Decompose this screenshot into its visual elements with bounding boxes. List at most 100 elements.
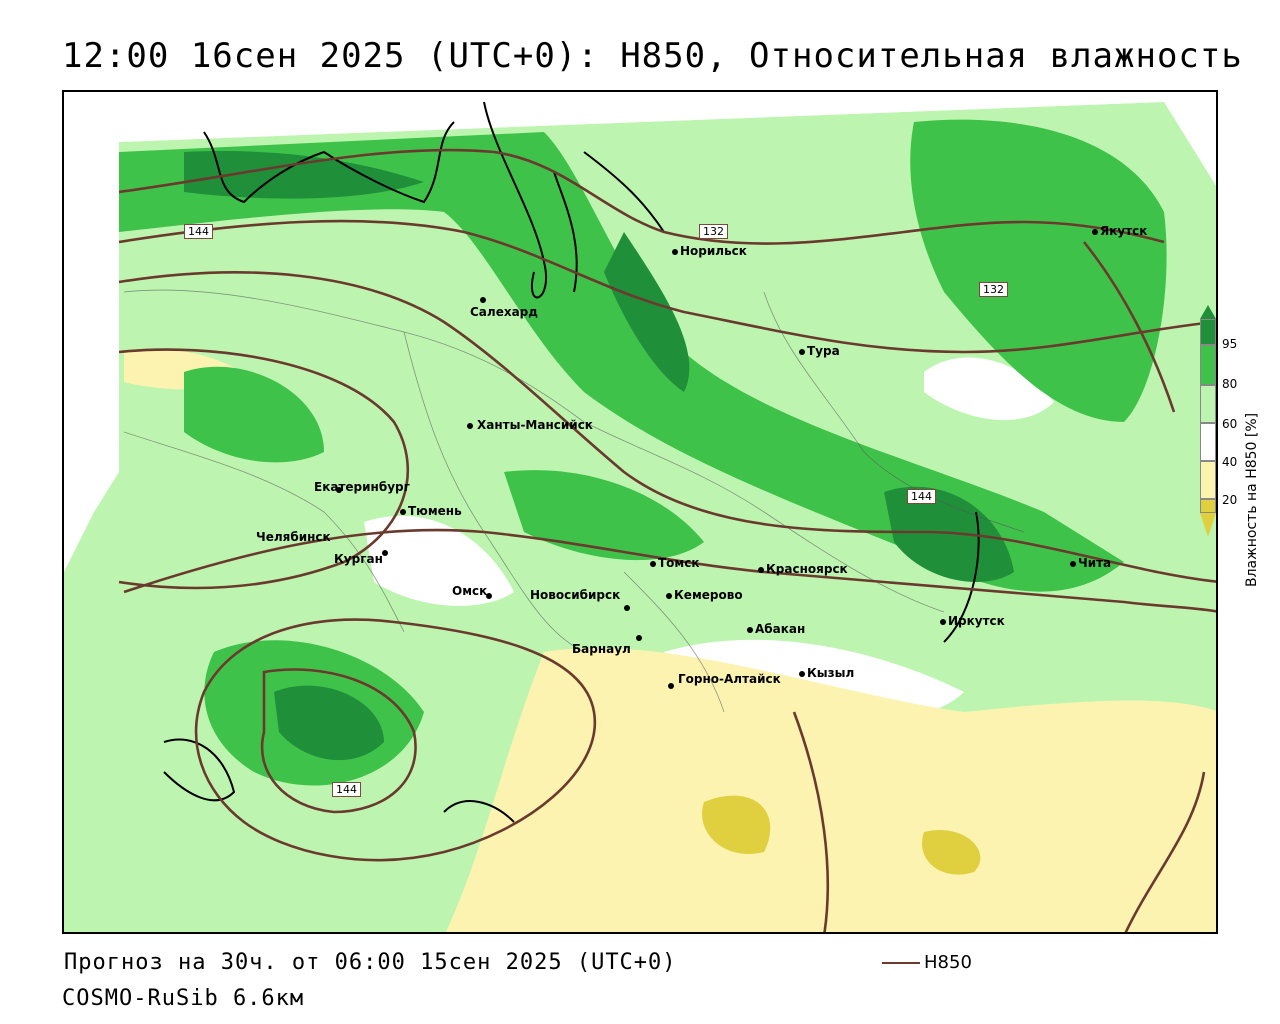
city-label-block: Челябинск xyxy=(256,530,331,544)
city-marker xyxy=(382,545,390,559)
city-dot-icon xyxy=(382,549,388,556)
humidity-legend: 95 80 60 40 20 Влажность на H850 [%] xyxy=(1200,305,1270,587)
legend-tick: 80 xyxy=(1222,377,1238,391)
very-high-humidity-area xyxy=(604,232,690,392)
city-dot-icon xyxy=(758,566,764,573)
city-dot-icon xyxy=(747,626,753,633)
legend-tick: 40 xyxy=(1222,455,1238,469)
contour-key-label: H850 xyxy=(924,952,972,973)
contour-line-icon xyxy=(882,962,920,964)
city-label-block: Ханты-Мансийск xyxy=(477,418,593,432)
very-high-humidity-area xyxy=(884,486,1014,582)
city-marker xyxy=(668,678,676,692)
very-high-humidity-area xyxy=(184,151,424,199)
city-dot-icon xyxy=(672,248,678,255)
city-label: Новосибирск xyxy=(530,588,621,602)
city-label: Ханты-Мансийск xyxy=(477,418,593,432)
city-label: Норильск xyxy=(680,244,747,258)
city-marker: Чита xyxy=(1070,556,1111,570)
contour-label: 144 xyxy=(332,782,361,797)
city-label-block: Новосибирск xyxy=(530,588,620,602)
city-marker: Якутск xyxy=(1092,224,1147,238)
city-label-block: Курган xyxy=(334,552,383,566)
city-marker xyxy=(336,482,344,496)
city-label: Томск xyxy=(658,556,700,570)
legend-tick: 20 xyxy=(1222,493,1238,507)
legend-swatch-high xyxy=(1200,345,1216,385)
city-label: Курган xyxy=(334,552,383,566)
map-title: 12:00 16сен 2025 (UTC+0): H850, Относите… xyxy=(62,36,1243,76)
humidity-field xyxy=(64,92,1216,932)
high-humidity-area xyxy=(504,470,704,561)
city-dot-icon xyxy=(480,296,486,303)
very-low-humidity-area xyxy=(702,795,771,854)
legend-top-arrow xyxy=(1200,305,1216,319)
city-label: Екатеринбург xyxy=(314,480,410,494)
city-dot-icon xyxy=(668,682,674,689)
legend-swatch-low xyxy=(1200,461,1216,499)
city-label: Иркутск xyxy=(948,614,1005,628)
high-humidity-area xyxy=(184,366,324,463)
city-marker: Абакан xyxy=(747,622,805,636)
city-dot-icon xyxy=(336,486,342,493)
city-dot-icon xyxy=(650,560,656,567)
city-dot-icon xyxy=(666,592,672,599)
coastlines xyxy=(163,101,980,823)
model-name: COSMO-RuSib 6.6км xyxy=(62,986,305,1011)
city-dot-icon xyxy=(1070,560,1076,567)
contour-label: 132 xyxy=(699,224,728,239)
city-dot-icon xyxy=(400,508,406,515)
city-marker xyxy=(480,292,488,306)
legend-swatch-moderate xyxy=(1200,385,1216,423)
city-label: Тюмень xyxy=(408,504,462,518)
city-label: Кемерово xyxy=(674,588,743,602)
city-marker xyxy=(624,600,632,614)
legend-title: Влажность на H850 [%] xyxy=(1244,412,1260,587)
city-dot-icon xyxy=(467,422,473,429)
h850-contours xyxy=(118,148,1216,932)
city-dot-icon xyxy=(799,348,805,355)
city-dot-icon xyxy=(799,670,805,677)
city-label: Кызыл xyxy=(807,666,855,680)
city-marker: Кызыл xyxy=(799,666,854,680)
city-label-block: Салехард xyxy=(470,305,538,319)
city-label: Абакан xyxy=(755,622,806,636)
outside-domain xyxy=(64,92,1216,492)
high-humidity-area xyxy=(119,132,1124,592)
city-label: Тура xyxy=(807,344,840,358)
contour-key: H850 xyxy=(882,952,972,973)
city-label: Якутск xyxy=(1100,224,1148,238)
city-marker xyxy=(467,418,475,432)
city-marker: Тура xyxy=(799,344,840,358)
city-label: Челябинск xyxy=(256,530,331,544)
very-high-humidity-area xyxy=(274,685,384,761)
very-low-humidity-area xyxy=(922,830,981,875)
low-humidity-area xyxy=(445,647,1216,932)
city-dot-icon xyxy=(1092,228,1098,235)
city-label: Салехард xyxy=(470,305,538,319)
city-label-block: Горно-Алтайск xyxy=(678,672,781,686)
contour-label: 144 xyxy=(907,489,936,504)
city-label: Красноярск xyxy=(766,562,848,576)
city-dot-icon xyxy=(486,592,492,599)
city-marker xyxy=(636,630,644,644)
city-marker: Кемерово xyxy=(666,588,743,602)
city-marker: Томск xyxy=(650,556,700,570)
city-label-block: Барнаул xyxy=(572,642,631,656)
city-marker: Норильск xyxy=(672,244,747,258)
city-marker xyxy=(486,588,494,602)
city-label: Барнаул xyxy=(572,642,631,656)
city-label: Омск xyxy=(452,584,488,598)
city-dot-icon xyxy=(624,604,630,611)
city-marker: Красноярск xyxy=(758,562,848,576)
city-label-block: Екатеринбург xyxy=(314,480,410,494)
map-frame: 144 132 132 144 144 Якутск Норильск Сале… xyxy=(62,90,1218,934)
legend-bottom-arrow xyxy=(1200,513,1216,537)
city-dot-icon xyxy=(636,634,642,641)
dry-gap-area xyxy=(364,515,514,606)
city-label: Горно-Алтайск xyxy=(678,672,781,686)
legend-tick: 60 xyxy=(1222,417,1238,431)
city-label-block: Омск xyxy=(452,584,487,598)
city-marker: Тюмень xyxy=(400,504,462,518)
city-label: Чита xyxy=(1078,556,1112,570)
